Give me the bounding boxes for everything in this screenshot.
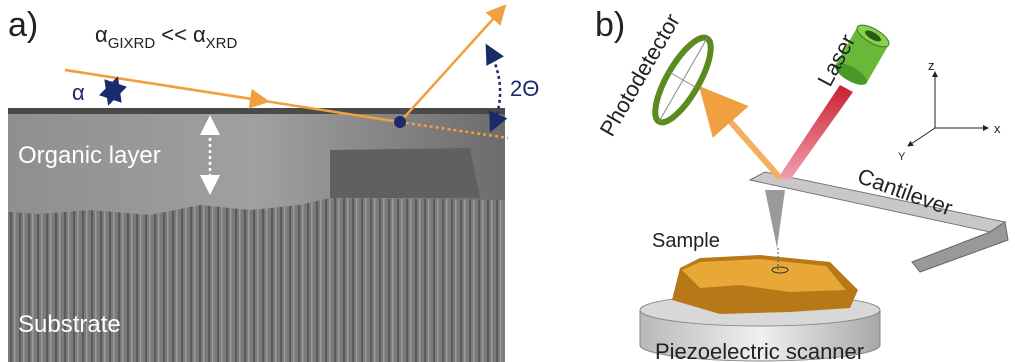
alpha-arrow <box>110 82 116 100</box>
beam-arrow <box>65 70 265 101</box>
sample-label: Sample <box>652 230 720 252</box>
alpha-label: α <box>72 80 85 105</box>
panel-label: b) <box>595 6 625 44</box>
sample <box>672 255 858 314</box>
axis-label: x <box>994 121 1001 136</box>
symbol: α <box>193 22 206 47</box>
symbol: α <box>95 22 108 47</box>
axis-label: Y <box>898 151 906 163</box>
equation: αGIXRD<<αXRD <box>95 22 237 52</box>
substrate-label: Substrate <box>18 311 121 338</box>
diffracted-beam <box>400 8 503 122</box>
two-theta-label: 2Θ <box>510 76 539 101</box>
reflected-beam <box>707 95 780 178</box>
axis-label: z <box>928 58 935 73</box>
laser-beam <box>778 85 853 180</box>
panel-label: a) <box>8 6 38 44</box>
tip <box>765 190 785 248</box>
layer-label: Organic layer <box>18 142 161 169</box>
figure: a) αGIXRD<<αXRD α 2Θ Organic layer Subst… <box>0 0 1015 362</box>
axes <box>908 72 988 146</box>
operator: << <box>161 22 187 47</box>
scanner-label: Piezoelectric scanner <box>655 339 864 362</box>
subscript: XRD <box>206 35 238 52</box>
subscript: GIXRD <box>108 35 156 52</box>
sample-point <box>394 116 406 128</box>
